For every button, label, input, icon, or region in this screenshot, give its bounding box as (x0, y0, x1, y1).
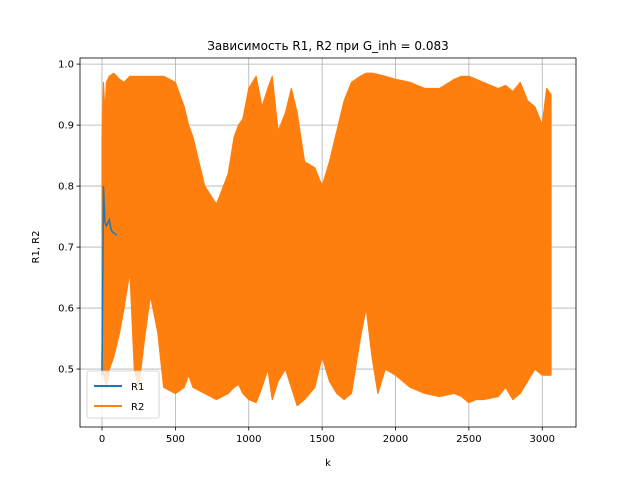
legend-label-r2: R2 (131, 402, 144, 413)
chart-title: Зависимость R1, R2 при G_inh = 0.083 (207, 39, 449, 53)
series-r2-band (101, 72, 552, 407)
y-axis-label: R1, R2 (31, 231, 42, 264)
x-axis-label: k (325, 458, 331, 469)
x-tick-label: 2500 (456, 434, 481, 445)
x-tick-label: 500 (166, 434, 185, 445)
legend-label-r1: R1 (131, 382, 144, 393)
axes-frame (79, 57, 577, 428)
y-tick-label: 0.8 (58, 182, 74, 193)
y-tick-label: 0.6 (58, 304, 74, 315)
plot-area (101, 72, 552, 407)
x-tick-label: 2000 (383, 434, 408, 445)
x-tick-label: 1500 (309, 434, 334, 445)
ticks: 0 500 1000 1500 2000 2500 3000 0.5 0.6 0.7 0.8 0.9 1… (58, 60, 555, 445)
y-tick-label: 0.9 (58, 121, 74, 132)
y-tick-label: 1.0 (58, 60, 74, 71)
x-tick-label: 3000 (530, 434, 555, 445)
legend-box (86, 370, 160, 419)
y-tick-label: 0.7 (58, 243, 74, 254)
x-tick-label: 0 (99, 434, 105, 445)
y-tick-label: 0.5 (58, 365, 74, 376)
legend: R1 R2 (86, 370, 160, 419)
x-tick-label: 1000 (236, 434, 261, 445)
series-r1-visible (101, 186, 118, 376)
